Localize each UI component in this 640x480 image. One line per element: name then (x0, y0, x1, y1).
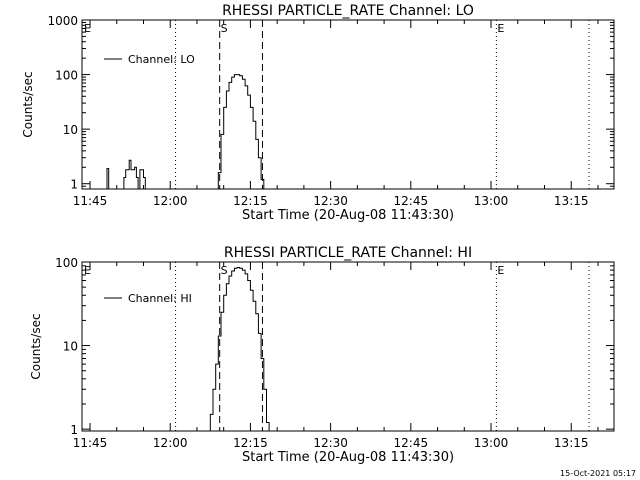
marker-label: E (497, 22, 504, 35)
y-tick-label: 10 (63, 123, 78, 137)
chart-title: RHESSI PARTICLE_RATE Channel: LO (222, 3, 474, 19)
x-tick-label: 13:15 (554, 194, 589, 208)
marker-label: S (221, 264, 228, 277)
corner-label: E (84, 22, 91, 35)
y-tick-label: 100 (55, 256, 78, 270)
x-tick-label: 12:45 (394, 436, 429, 450)
y-tick-label: 100 (55, 69, 78, 83)
x-tick-label: 12:00 (153, 436, 188, 450)
y-tick-label: 1 (70, 423, 78, 437)
x-tick-label: 12:45 (394, 194, 429, 208)
chart-title: RHESSI PARTICLE_RATE Channel: HI (224, 245, 472, 261)
y-tick-label: 10 (63, 340, 78, 354)
y-tick-label: 1 (70, 178, 78, 192)
y-axis-label: Counts/sec (29, 313, 43, 379)
y-tick-label: 1000 (47, 14, 78, 28)
x-tick-label: 11:45 (73, 194, 108, 208)
corner-label: E (84, 264, 91, 277)
x-tick-label: 12:15 (233, 436, 268, 450)
x-axis-label: Start Time (20-Aug-08 11:43:30) (242, 450, 454, 465)
x-tick-label: 12:15 (233, 194, 268, 208)
x-tick-label: 13:00 (474, 436, 509, 450)
y-axis-label: Counts/sec (21, 71, 35, 137)
x-tick-label: 11:45 (73, 436, 108, 450)
x-axis-label: Start Time (20-Aug-08 11:43:30) (242, 208, 454, 223)
x-tick-label: 12:30 (313, 436, 348, 450)
legend-entry: Channel: LO (128, 53, 195, 66)
plot-frame (81, 19, 615, 190)
series-line-channel-hi (205, 267, 275, 432)
marker-label: S (221, 22, 228, 35)
x-tick-label: 13:15 (554, 436, 589, 450)
x-tick-label: 13:00 (474, 194, 509, 208)
series-line-channel-lo (106, 74, 275, 190)
plot-timestamp: 15-Oct-2021 05:17 (560, 469, 636, 478)
legend-entry: Channel: HI (128, 292, 192, 305)
plot-frame (81, 261, 615, 432)
marker-label: E (497, 264, 504, 277)
x-tick-label: 12:00 (153, 194, 188, 208)
x-tick-label: 12:30 (313, 194, 348, 208)
